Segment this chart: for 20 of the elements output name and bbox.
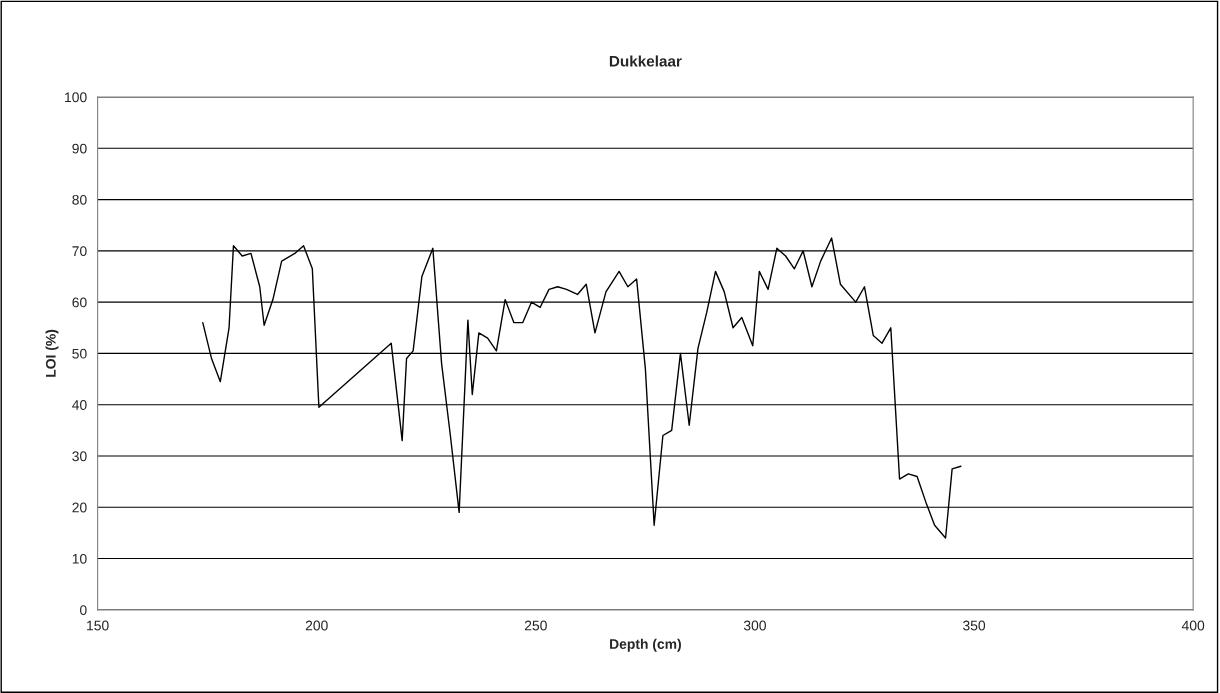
y-tick-label: 30 bbox=[72, 451, 87, 462]
y-tick-label: 80 bbox=[72, 194, 87, 205]
y-tick-label: 10 bbox=[72, 553, 87, 564]
y-tick-label: 40 bbox=[72, 400, 87, 410]
y-axis-title: LOI (%) bbox=[45, 329, 59, 377]
y-tick-label: 70 bbox=[72, 246, 87, 257]
y-tick-label: 60 bbox=[72, 297, 87, 308]
y-tick-label: 50 bbox=[72, 348, 87, 359]
x-tick-label: 400 bbox=[1181, 620, 1205, 631]
x-tick-label: 250 bbox=[524, 620, 547, 631]
x-tick-label: 350 bbox=[962, 620, 986, 631]
x-tick-label: 300 bbox=[743, 620, 766, 631]
x-axis-title: Depth (cm) bbox=[610, 638, 681, 652]
x-tick-label: 150 bbox=[87, 620, 109, 631]
y-tick-label: 20 bbox=[72, 502, 87, 513]
y-tick-label: 100 bbox=[65, 92, 87, 103]
y-tick-label: 90 bbox=[72, 143, 87, 154]
chart-title: Dukkelaar bbox=[609, 55, 682, 67]
x-tick-label: 200 bbox=[305, 620, 328, 631]
y-tick-label: 0 bbox=[80, 605, 87, 616]
